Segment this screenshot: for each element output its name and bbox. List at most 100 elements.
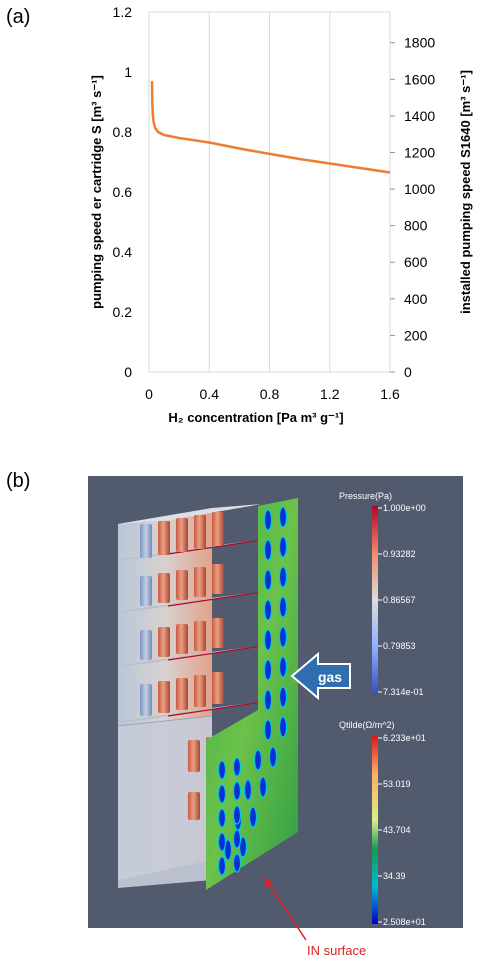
in-surface-plate — [206, 498, 298, 890]
y2-tick-label-7: 1400 — [404, 108, 435, 124]
gas-label: gas — [318, 669, 342, 685]
pressure-legend-title: Pressure(Pa) — [339, 491, 392, 501]
y-tick-label-6: 1.2 — [113, 4, 133, 20]
cylinder-7 — [176, 570, 188, 600]
y-tick-label-0: 0 — [124, 364, 132, 380]
y-tick-label-2: 0.4 — [113, 244, 133, 260]
plate-slot-23 — [238, 836, 248, 858]
plate-slot-29 — [232, 805, 242, 825]
cylinder-8 — [194, 567, 206, 597]
cylinder-22 — [188, 792, 200, 820]
plate-slot-1 — [278, 506, 288, 528]
plate-slot-6 — [263, 599, 273, 621]
shelf-edge-3 — [167, 701, 263, 717]
plate-slot-22 — [223, 839, 233, 861]
plate-slot-3 — [278, 536, 288, 558]
y-axis-ticks: 0 0.2 0.4 0.6 0.8 1 1.2 — [113, 4, 133, 380]
y2-tick-label-3: 600 — [404, 254, 428, 270]
cylinder-4 — [212, 512, 224, 546]
y2-tick-label-2: 400 — [404, 291, 428, 307]
plate-slot-12 — [263, 689, 273, 711]
annotation-arrow — [265, 879, 307, 941]
y2-tick-label-1: 200 — [404, 327, 428, 343]
cylinder-18 — [194, 675, 206, 707]
y2-tick-label-4: 800 — [404, 218, 428, 234]
x-tick-label-2: 0.8 — [260, 386, 280, 402]
gas-arrow[interactable]: gas — [290, 651, 351, 701]
cylinder-13 — [194, 621, 206, 651]
cartridge-cylinders — [140, 512, 224, 820]
plate-slot-11 — [278, 656, 288, 678]
plate-slot-17 — [268, 746, 278, 768]
x-tick-label-1: 0.4 — [200, 386, 220, 402]
pumping-speed-chart: 0 0.2 0.4 0.6 0.8 1 1.2 0 200 400 600 800 1000 1200 1… — [89, 4, 473, 425]
plate-slot-0 — [263, 509, 273, 531]
plate-slots — [217, 506, 288, 876]
grid-lines — [148, 12, 391, 372]
cylinder-11 — [158, 627, 170, 657]
x-tick-label-0: 0 — [145, 386, 153, 402]
in-surface-annotation: IN surface — [307, 943, 366, 958]
cartridge-shelves — [119, 539, 263, 723]
plate-slot-32 — [217, 856, 227, 876]
plate-slot-28 — [217, 808, 227, 828]
cylinder-3 — [194, 515, 206, 549]
pressure-legend-tick-label-4: 7.314e-01 — [383, 687, 424, 697]
x-axis-ticks: 0 0.4 0.8 1.2 1.6 — [145, 386, 400, 402]
plate-slot-8 — [263, 629, 273, 651]
cylinder-14 — [212, 618, 224, 648]
plate-slot-5 — [278, 566, 288, 588]
y2-tick-label-9: 1800 — [404, 35, 435, 51]
y2-tick-label-0: 0 — [404, 364, 412, 380]
plate-slot-7 — [278, 596, 288, 618]
plate-slot-25 — [232, 757, 242, 777]
heat-legend-tick-label-2: 43.704 — [383, 825, 411, 835]
pressure-legend: Pressure(Pa) 1.000e+00 0.93282 0.86567 0.79… — [339, 491, 426, 697]
pressure-legend-tick-label-3: 0.79853 — [383, 641, 416, 651]
x-tick-label-4: 1.6 — [380, 386, 400, 402]
heat-legend-tick-label-1: 53.019 — [383, 779, 411, 789]
plate-slot-9 — [278, 626, 288, 648]
plate-slot-30 — [217, 832, 227, 852]
heat-legend-title: Qtilde(Ω/m^2) — [339, 720, 394, 730]
plate-slot-13 — [278, 686, 288, 708]
series-line — [150, 80, 391, 174]
cylinder-10 — [140, 630, 152, 660]
plate-slot-33 — [232, 853, 242, 873]
y-tick-label-3: 0.6 — [113, 184, 133, 200]
pressure-legend-tick-label-2: 0.86567 — [383, 595, 416, 605]
pressure-legend-tick-label-0: 1.000e+00 — [383, 503, 426, 513]
plate-slot-26 — [217, 784, 227, 804]
y2-tick-label-8: 1600 — [404, 71, 435, 87]
cryopump-simulation-render: gas Pressure(Pa) 1.000e+00 0.93282 0.86567… — [88, 476, 463, 958]
y2-axis-label: installed pumping speed S1640 [m³ s⁻¹] — [458, 70, 473, 314]
cylinder-0 — [140, 524, 152, 558]
plate-slot-4 — [263, 569, 273, 591]
cylinder-9 — [212, 564, 224, 594]
pressure-legend-tick-label-1: 0.93282 — [383, 549, 416, 559]
plate-slot-10 — [263, 659, 273, 681]
y-tick-label-5: 1 — [124, 64, 132, 80]
shelf-edge-2 — [167, 645, 263, 661]
cylinder-20 — [188, 740, 200, 772]
panel-a-label: (a) — [6, 6, 31, 28]
y-axis-label: pumping speed er cartridge S [m³ s⁻¹] — [89, 75, 104, 309]
cylinder-17 — [176, 678, 188, 710]
shelf-edge-1 — [167, 591, 263, 607]
x-tick-label-3: 1.2 — [320, 386, 340, 402]
plate-slot-15 — [278, 716, 288, 738]
plate-slot-21 — [248, 806, 258, 828]
heat-legend-tick-label-4: 2.508e+01 — [383, 917, 426, 927]
heat-legend-tick-label-3: 34.39 — [383, 871, 406, 881]
y-tick-label-1: 0.2 — [113, 304, 133, 320]
panel-b-label: (b) — [6, 470, 31, 492]
plate-slot-19 — [258, 776, 268, 798]
plate-slot-18 — [243, 779, 253, 801]
heat-legend-tick-label-0: 6.233e+01 — [383, 733, 426, 743]
cylinder-5 — [140, 576, 152, 606]
x-axis-label: H₂ concentration [Pa m³ g⁻¹] — [168, 410, 343, 425]
y-tick-label-4: 0.8 — [113, 124, 133, 140]
cylinder-19 — [212, 672, 224, 704]
cylinder-2 — [176, 518, 188, 552]
plate-slot-27 — [232, 781, 242, 801]
